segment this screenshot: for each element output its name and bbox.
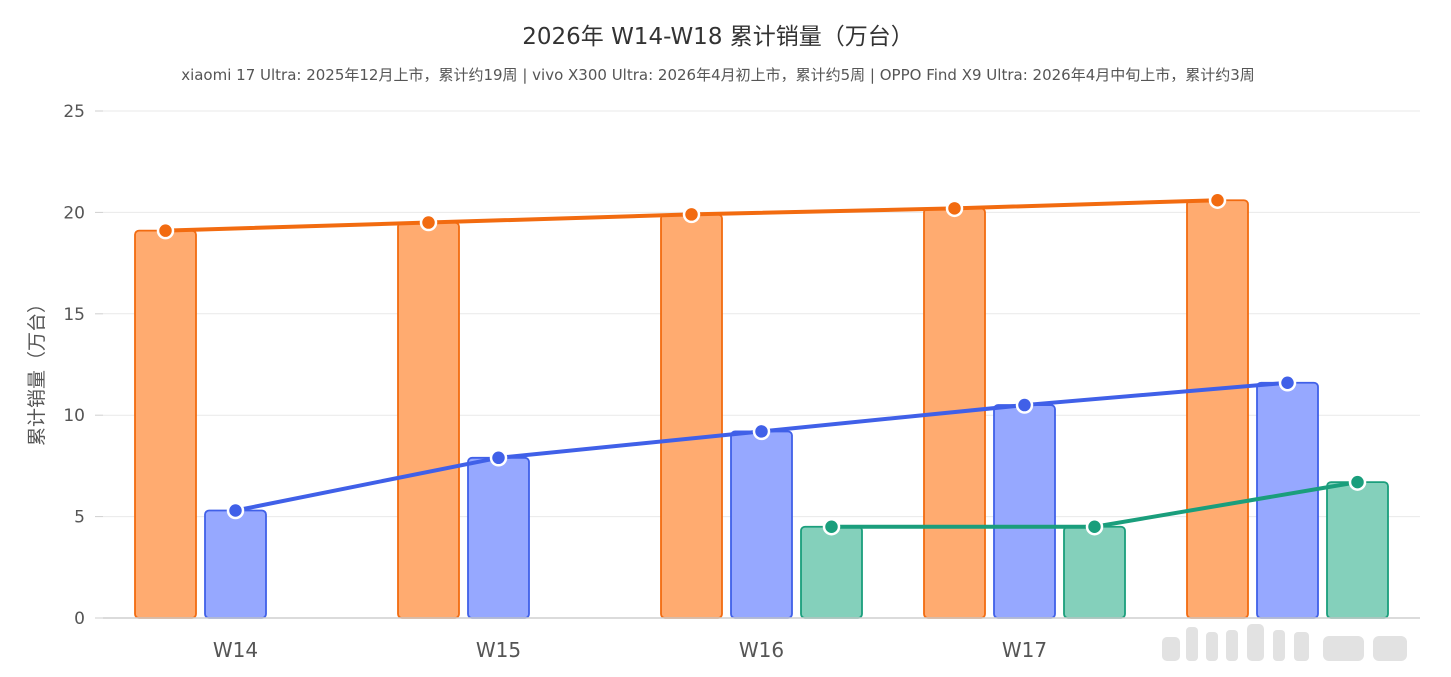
y-tick-label: 25 (63, 102, 85, 122)
x-axis-ticks: W14 W15 W16 W17 (213, 638, 1047, 662)
series-1-point (682, 205, 701, 224)
series-3-point (1348, 473, 1367, 491)
y-tick-label: 10 (63, 406, 85, 426)
series-3-point (1085, 517, 1104, 536)
series-1-point (1208, 191, 1227, 209)
y-axis-title: 累计销量（万台） (26, 294, 48, 446)
series-2-point (1015, 396, 1034, 414)
bar-series-3-w18 (1326, 481, 1389, 619)
bar-series-1-w16 (660, 213, 723, 619)
bar-series-1-w18 (1186, 199, 1249, 619)
bar-series-3-w17 (1063, 525, 1126, 619)
bar-series-2-w17 (993, 404, 1056, 619)
y-tick-label: 0 (74, 609, 85, 629)
watermark-logo (1162, 624, 1407, 661)
y-axis-ticks: 0 5 10 15 20 25 (63, 102, 85, 629)
bar-series-2-w14 (204, 509, 267, 619)
x-tick-label: W16 (739, 638, 784, 662)
bar-series-2-w16 (730, 430, 793, 619)
series-points (156, 191, 1367, 536)
series-2-point (752, 422, 771, 441)
x-tick-label: W17 (1002, 638, 1047, 662)
y-tick-label: 15 (63, 305, 85, 325)
chart-title: 2026年 W14-W18 累计销量（万台） (522, 24, 914, 50)
x-tick-label: W14 (213, 638, 258, 662)
y-tick-label: 20 (63, 203, 85, 223)
series-1-point (945, 199, 964, 218)
series-2-point (226, 501, 245, 520)
series-3-point (822, 517, 841, 536)
chart-subtitle: xiaomi 17 Ultra: 2025年12月上市，累计约19周 | viv… (181, 66, 1255, 84)
bar-series-3-w16 (800, 525, 863, 619)
bar-series-2-w15 (467, 456, 530, 619)
series-2-point (489, 449, 508, 467)
bar-series-2-w18 (1256, 381, 1319, 619)
bar-series-1-w14 (134, 229, 197, 619)
series-1-point (419, 213, 438, 232)
bars (134, 199, 1389, 619)
bar-series-1-w15 (397, 221, 460, 619)
x-tick-label: W15 (476, 638, 521, 662)
series-1-point (156, 221, 175, 240)
series-2-point (1278, 374, 1297, 392)
y-tick-label: 5 (74, 508, 85, 528)
